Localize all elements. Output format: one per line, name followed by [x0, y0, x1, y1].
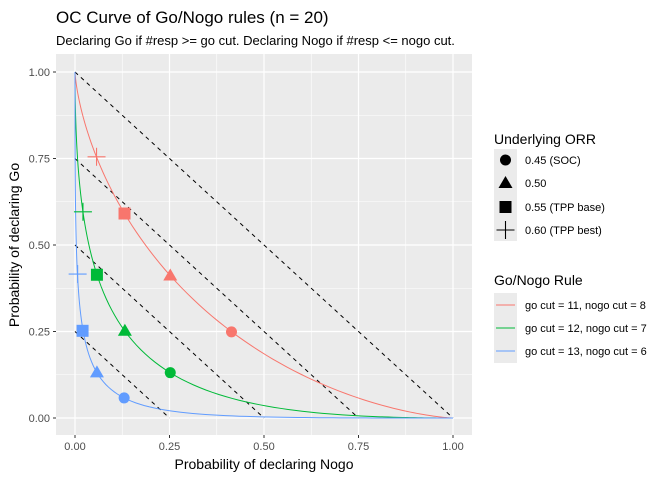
data-point-triangle: [117, 323, 132, 336]
x-axis-title: Probability of declaring Nogo: [175, 456, 354, 472]
y-tick-label: 0.00: [29, 413, 50, 425]
reference-line: [74, 71, 454, 419]
legend-color-label: go cut = 11, nogo cut = 8: [525, 300, 646, 312]
x-tick-label: 1.00: [442, 441, 463, 453]
y-tick-label: 0.50: [29, 240, 50, 252]
data-point-square: [76, 324, 89, 337]
axes: 0.00 0.25 0.50 0.75 1.00 0.00 0.25 0.50 0.75 1.00: [29, 67, 464, 453]
legend-key-circle: [500, 154, 511, 166]
legend-key-square: [499, 201, 512, 213]
data-point-circle: [225, 326, 237, 338]
chart-subtitle: Declaring Go if #resp >= go cut. Declari…: [56, 33, 455, 48]
legend-key-cross: [496, 221, 515, 239]
data-point-square: [118, 207, 131, 220]
reference-lines: [74, 71, 454, 419]
legend-color-title: Go/Nogo Rule: [494, 272, 583, 288]
data-point-triangle: [89, 365, 104, 378]
reference-line: [74, 158, 359, 419]
y-tick-label: 0.75: [29, 154, 50, 166]
y-axis-title: Probability of declaring Go: [6, 163, 22, 327]
x-tick-label: 0.00: [64, 441, 85, 453]
legend-shape-label: 0.60 (TPP best): [525, 225, 602, 237]
legend-color: Go/Nogo Rule go cut = 11, nogo cut = 8 g…: [494, 272, 647, 363]
data-point-triangle: [163, 268, 178, 281]
reference-line: [74, 331, 170, 419]
legend-color-label: go cut = 12, nogo cut = 7: [525, 323, 647, 335]
legend-color-label: go cut = 13, nogo cut = 6: [525, 346, 647, 358]
legend-shape-label: 0.45 (SOC): [525, 155, 581, 167]
data-point-cross: [87, 147, 106, 166]
legend-shape: Underlying ORR 0.45 (SOC) 0.50 0.55 (TPP…: [494, 131, 605, 241]
oc-curve-line: [74, 72, 453, 419]
chart-title: OC Curve of Go/Nogo rules (n = 20): [56, 8, 329, 27]
legend-shape-key-bg: [494, 149, 517, 241]
data-point-cross: [68, 265, 87, 284]
data-point-circle: [164, 367, 176, 379]
legend-shape-label: 0.55 (TPP base): [525, 202, 605, 214]
x-tick-label: 0.75: [348, 441, 369, 453]
x-tick-label: 0.25: [159, 441, 180, 453]
legend-key-triangle: [498, 176, 513, 188]
x-tick-label: 0.50: [253, 441, 274, 453]
data-point-circle: [118, 392, 130, 404]
data-point-cross: [73, 202, 92, 221]
data-point-square: [90, 268, 103, 281]
y-tick-label: 1.00: [29, 67, 50, 79]
legend-shape-label: 0.50: [525, 178, 546, 190]
y-tick-label: 0.25: [29, 327, 50, 339]
data-points: [68, 147, 237, 404]
oc-curves: [74, 72, 453, 419]
legend-shape-title: Underlying ORR: [494, 131, 596, 147]
reference-line: [74, 244, 265, 419]
